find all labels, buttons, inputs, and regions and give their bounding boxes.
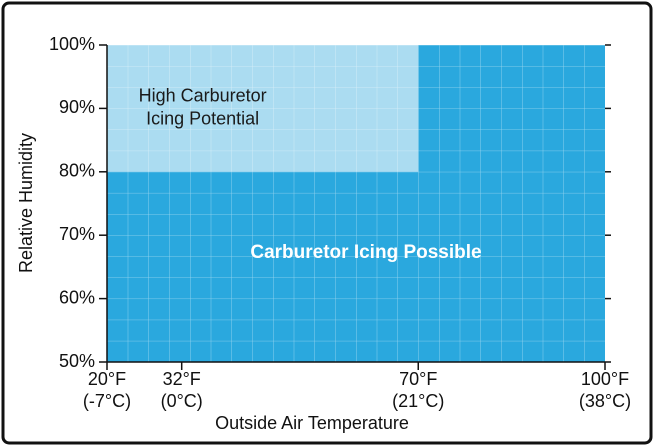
y-axis-label: Relative Humidity xyxy=(16,133,36,273)
x-tick-label: 100°F xyxy=(581,369,629,389)
x-tick-label: 20°F xyxy=(88,369,126,389)
region-label: High Carburetor xyxy=(139,86,267,106)
region-label: Carburetor Icing Possible xyxy=(250,242,481,263)
y-tick-label: 70% xyxy=(59,224,95,244)
x-tick-sublabel: (38°C) xyxy=(579,391,631,411)
x-tick-label: 32°F xyxy=(163,369,201,389)
y-tick-label: 100% xyxy=(49,34,95,54)
y-tick-label: 90% xyxy=(59,97,95,117)
grid xyxy=(107,45,605,362)
y-tick-label: 60% xyxy=(59,287,95,307)
plot-area xyxy=(107,45,605,362)
x-axis-label: Outside Air Temperature xyxy=(215,413,409,433)
x-tick-label: 70°F xyxy=(399,369,437,389)
x-tick-sublabel: (21°C) xyxy=(392,391,444,411)
x-tick-sublabel: (0°C) xyxy=(161,391,203,411)
y-tick-label: 50% xyxy=(59,351,95,371)
x-tick-sublabel: (-7°C) xyxy=(83,391,131,411)
y-tick-label: 80% xyxy=(59,161,95,181)
region-label: Icing Potential xyxy=(146,109,259,129)
